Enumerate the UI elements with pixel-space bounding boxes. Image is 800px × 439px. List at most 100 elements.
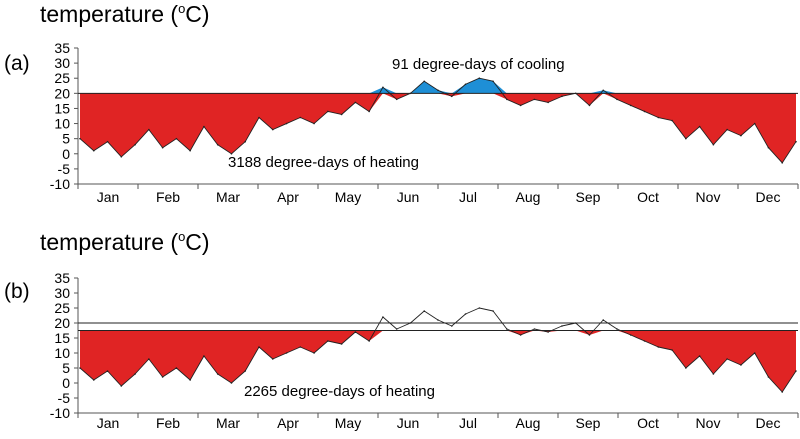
- x-tick-label: Jul: [459, 415, 477, 431]
- temperature-point: [492, 80, 494, 83]
- y-tick-label: 20: [54, 85, 70, 101]
- temperature-point: [134, 143, 136, 146]
- temperature-point: [726, 358, 728, 360]
- temperature-point: [258, 346, 260, 348]
- temperature-point: [106, 140, 109, 143]
- temperature-point: [616, 328, 618, 330]
- temperature-point: [767, 376, 770, 378]
- temperature-point: [712, 143, 715, 146]
- temperature-point: [258, 116, 260, 119]
- x-tick-label: Jan: [97, 189, 120, 205]
- panel-a-label: (a): [4, 52, 30, 75]
- y-tick-label: 30: [54, 285, 70, 301]
- y-tick-label: 0: [62, 375, 70, 391]
- temperature-point: [148, 358, 150, 360]
- temperature-point: [148, 128, 150, 131]
- y-tick-label: 30: [54, 55, 70, 71]
- x-tick-label: Jul: [459, 189, 477, 205]
- x-tick-label: Apr: [277, 415, 299, 431]
- temperature-point: [395, 98, 398, 101]
- y-tick-label: 25: [54, 70, 70, 86]
- x-tick-label: Dec: [756, 415, 781, 431]
- temperature-point: [588, 334, 591, 336]
- temperature-point: [506, 98, 508, 101]
- temperature-point: [327, 110, 329, 113]
- x-tick-label: Dec: [756, 189, 781, 205]
- x-tick-label: Mar: [216, 415, 240, 431]
- temperature-point: [244, 370, 247, 372]
- temperature-point: [423, 80, 426, 83]
- temperature-point: [506, 328, 508, 330]
- y-tick-label: 25: [54, 300, 70, 316]
- temperature-point: [547, 331, 549, 333]
- temperature-point: [588, 104, 591, 107]
- annotation-heating-a: 3188 degree-days of heating: [228, 154, 419, 171]
- temperature-point: [561, 325, 563, 327]
- temperature-point: [340, 113, 343, 116]
- temperature-point: [327, 340, 329, 342]
- y-tick-label: 35: [54, 40, 70, 56]
- temperature-point: [629, 334, 632, 336]
- panel-b: temperature (oC) (b) 35302520151050-5-10…: [4, 229, 799, 431]
- temperature-point: [767, 146, 770, 149]
- temperature-point: [120, 385, 123, 387]
- x-tick-label: Jun: [397, 189, 420, 205]
- temperature-point: [79, 137, 81, 140]
- annotation-heating-b: 2265 degree-days of heating: [244, 383, 435, 400]
- temperature-point: [698, 355, 701, 357]
- temperature-point: [685, 137, 687, 140]
- temperature-point: [478, 307, 481, 309]
- temperature-point: [189, 149, 191, 152]
- temperature-point: [313, 122, 315, 125]
- temperature-point: [368, 340, 370, 342]
- y-tick-label: 5: [62, 131, 70, 147]
- y-tick-label: -10: [50, 176, 70, 192]
- temperature-point: [671, 349, 673, 351]
- y-tick-label: 35: [54, 270, 70, 286]
- x-tick-label: Mar: [216, 189, 240, 205]
- panel-b-title: temperature (oC): [40, 229, 210, 255]
- x-tick-label: Nov: [696, 189, 721, 205]
- temperature-point: [492, 310, 494, 312]
- temperature-point: [753, 352, 756, 354]
- temperature-point: [382, 316, 384, 318]
- x-tick-label: Aug: [516, 415, 541, 431]
- x-tick-label: Aug: [516, 189, 541, 205]
- temperature-point: [533, 328, 536, 330]
- annotation-cooling: 91 degree-days of cooling: [392, 56, 565, 73]
- temperature-point: [161, 376, 164, 378]
- temperature-point: [561, 95, 563, 98]
- temperature-point: [450, 325, 453, 327]
- temperature-point: [106, 370, 109, 372]
- temperature-point: [753, 122, 756, 125]
- y-tick-label: 15: [54, 330, 70, 346]
- temperature-point: [726, 128, 728, 131]
- temperature-point: [464, 313, 467, 315]
- temperature-point: [244, 140, 247, 143]
- temperature-point: [203, 355, 205, 357]
- temperature-point: [519, 104, 522, 107]
- temperature-point: [671, 119, 673, 122]
- temperature-point: [533, 98, 536, 101]
- temperature-point: [781, 162, 784, 164]
- y-tick-label: 20: [54, 315, 70, 331]
- x-tick-label: Feb: [156, 189, 180, 205]
- temperature-point: [437, 319, 439, 321]
- temperature-point: [698, 125, 701, 128]
- temperature-point: [354, 331, 357, 333]
- temperature-point: [92, 379, 95, 381]
- x-tick-label: Feb: [156, 415, 180, 431]
- temperature-point: [464, 83, 467, 86]
- x-tick-label: May: [335, 189, 361, 205]
- x-tick-label: Oct: [637, 189, 659, 205]
- temperature-point: [368, 110, 370, 113]
- temperature-point: [395, 328, 398, 330]
- temperature-point: [740, 364, 742, 366]
- temperature-point: [478, 77, 481, 80]
- temperature-point: [657, 346, 660, 348]
- x-tick-label: Sep: [576, 189, 601, 205]
- temperature-point: [354, 101, 357, 104]
